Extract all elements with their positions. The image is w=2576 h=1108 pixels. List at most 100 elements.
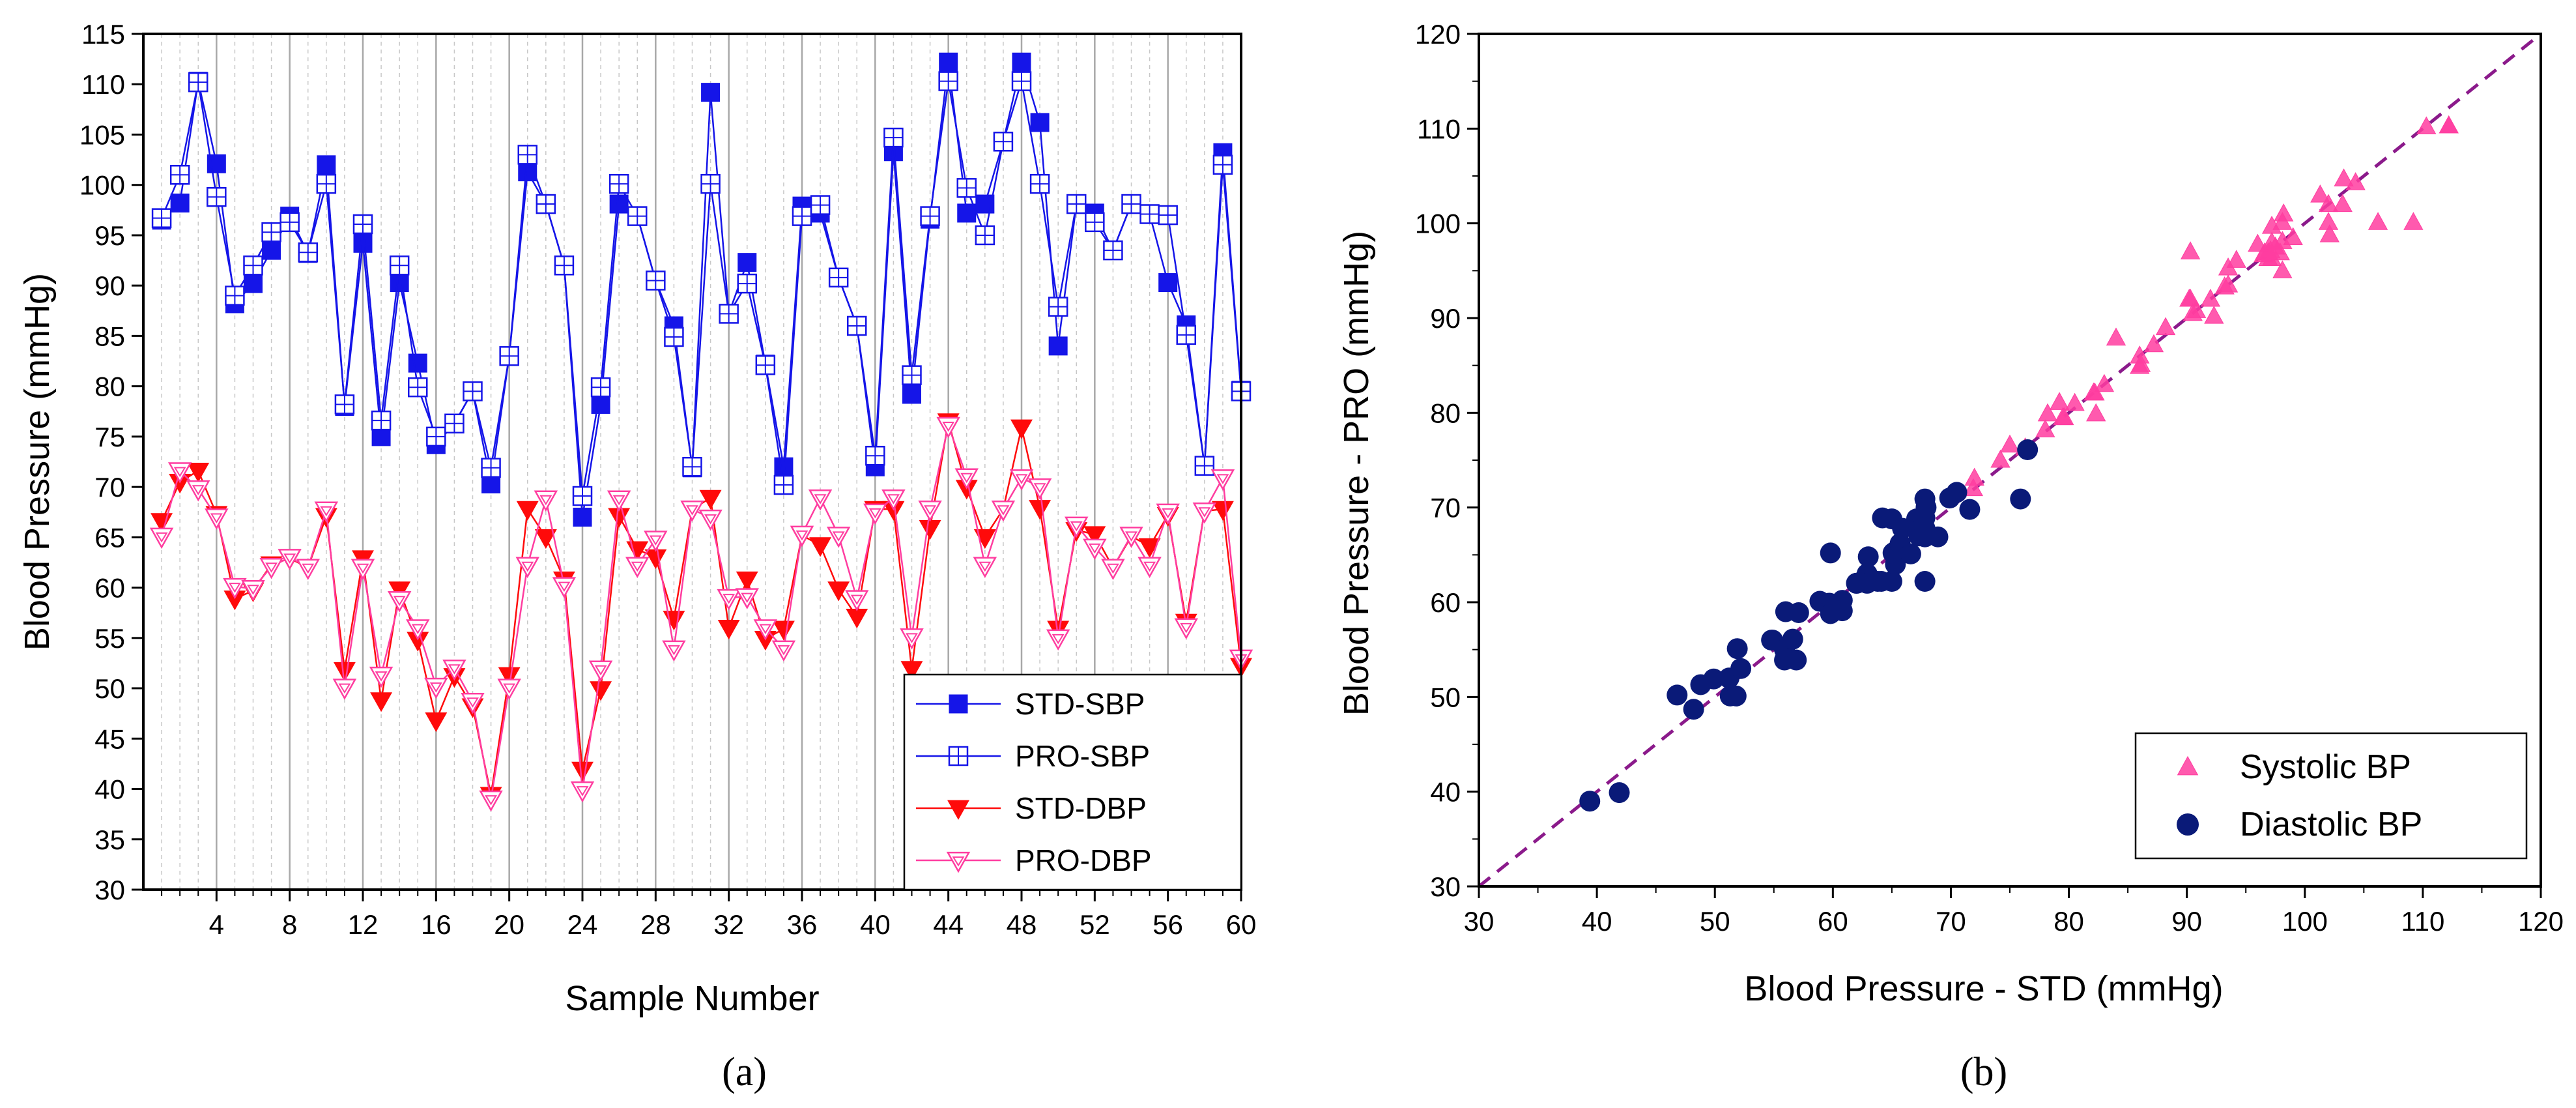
data-point bbox=[1103, 240, 1123, 261]
data-point bbox=[646, 270, 666, 291]
data-point bbox=[828, 267, 849, 288]
panel-b-series bbox=[1478, 33, 2542, 888]
data-point bbox=[957, 203, 977, 223]
data-point bbox=[2086, 403, 2106, 422]
series-pro-dbp bbox=[149, 416, 1253, 812]
data-point bbox=[774, 457, 794, 476]
data-point bbox=[296, 559, 320, 581]
x-tick-label: 24 bbox=[567, 909, 598, 940]
x-tick-label: 110 bbox=[2401, 906, 2444, 937]
series-pro-sbp bbox=[151, 71, 1252, 506]
data-point bbox=[1726, 638, 1748, 660]
data-point bbox=[371, 410, 392, 431]
data-point bbox=[2186, 300, 2207, 318]
data-point bbox=[918, 500, 942, 522]
data-point bbox=[207, 186, 227, 207]
data-point bbox=[2416, 116, 2437, 134]
data-point bbox=[2180, 288, 2201, 307]
x-tick-label: 36 bbox=[787, 909, 818, 940]
data-point bbox=[719, 304, 739, 324]
data-point bbox=[2403, 212, 2424, 230]
data-point bbox=[938, 71, 958, 91]
data-point bbox=[1138, 557, 1162, 578]
data-point bbox=[1885, 553, 1906, 575]
data-point bbox=[1579, 791, 1601, 812]
data-point bbox=[2037, 403, 2058, 422]
data-point bbox=[1915, 497, 1937, 518]
data-point bbox=[1725, 685, 1747, 707]
panel-a-line-chart: 4 8 12 16 20 24 28 32 36 40 44 48 52 56 60303540455055… bbox=[18, 19, 1256, 1094]
y-tick-label: 80 bbox=[94, 372, 125, 402]
data-point bbox=[370, 692, 393, 712]
panel-b-x-axis-label: Blood Pressure - STD (mmHg) bbox=[1744, 969, 2223, 1008]
data-point bbox=[1210, 469, 1235, 491]
legend-label: PRO-DBP bbox=[1015, 843, 1152, 877]
data-point bbox=[698, 509, 723, 531]
data-point bbox=[939, 52, 958, 72]
data-point bbox=[1121, 194, 1141, 214]
data-point bbox=[424, 677, 448, 699]
data-point bbox=[2310, 184, 2330, 203]
data-point bbox=[991, 500, 1016, 522]
data-point bbox=[573, 507, 592, 527]
legend-label: STD-SBP bbox=[1015, 687, 1145, 721]
series-line bbox=[161, 59, 1242, 518]
data-point bbox=[169, 165, 190, 185]
x-tick-label: 52 bbox=[1080, 909, 1110, 940]
data-point bbox=[334, 394, 355, 415]
data-point bbox=[2130, 354, 2151, 372]
data-point bbox=[2094, 373, 2115, 392]
data-point bbox=[1009, 469, 1034, 491]
panel-a-y-axis-label: Blood Pressure (mmHg) bbox=[18, 273, 57, 650]
data-point bbox=[2334, 168, 2354, 186]
y-tick-label: 120 bbox=[1415, 19, 1461, 50]
data-point bbox=[2155, 317, 2176, 336]
y-tick-label: 70 bbox=[1430, 493, 1461, 523]
data-point bbox=[609, 194, 629, 214]
y-tick-label: 100 bbox=[79, 170, 125, 201]
data-point bbox=[1158, 205, 1178, 226]
data-point bbox=[2035, 419, 2055, 438]
x-tick-label: 60 bbox=[1818, 906, 1848, 937]
data-point bbox=[2368, 212, 2388, 230]
data-point bbox=[1667, 684, 1688, 706]
data-point bbox=[2274, 203, 2294, 222]
data-point bbox=[1683, 699, 1704, 720]
legend-entry: STD-SBP bbox=[916, 687, 1145, 721]
series-diastolic-bp bbox=[1579, 439, 2039, 812]
legend-marker bbox=[946, 851, 971, 873]
y-tick-label: 45 bbox=[94, 723, 125, 754]
data-point bbox=[753, 619, 778, 641]
legend-entry: Systolic BP bbox=[2177, 748, 2411, 786]
data-point bbox=[790, 525, 814, 547]
data-point bbox=[863, 503, 887, 525]
data-point bbox=[993, 132, 1014, 152]
data-point bbox=[332, 678, 357, 700]
y-tick-label: 110 bbox=[1417, 113, 1461, 144]
data-point bbox=[1730, 658, 1752, 679]
data-point bbox=[1101, 559, 1125, 581]
data-point bbox=[1946, 482, 1968, 503]
data-point bbox=[2218, 274, 2239, 293]
data-point bbox=[333, 662, 356, 682]
x-tick-label: 32 bbox=[713, 909, 744, 940]
panel-b-y-axis-label: Blood Pressure - PRO (mmHg) bbox=[1337, 231, 1376, 716]
y-tick-label: 50 bbox=[94, 673, 125, 704]
data-point bbox=[2180, 241, 2201, 259]
data-point bbox=[515, 557, 539, 578]
data-point bbox=[1139, 204, 1160, 224]
data-point bbox=[644, 531, 668, 552]
data-point bbox=[481, 458, 501, 478]
x-tick-label: 30 bbox=[1464, 906, 1495, 937]
data-point bbox=[1156, 503, 1180, 525]
data-point bbox=[954, 468, 979, 490]
data-point bbox=[425, 712, 448, 733]
data-point bbox=[151, 208, 172, 228]
panel-a-series bbox=[149, 52, 1253, 812]
data-point bbox=[1027, 478, 1052, 500]
data-point bbox=[243, 255, 263, 276]
data-point bbox=[387, 590, 412, 613]
data-point bbox=[625, 557, 650, 578]
data-point bbox=[2248, 233, 2268, 252]
data-point bbox=[826, 527, 851, 548]
